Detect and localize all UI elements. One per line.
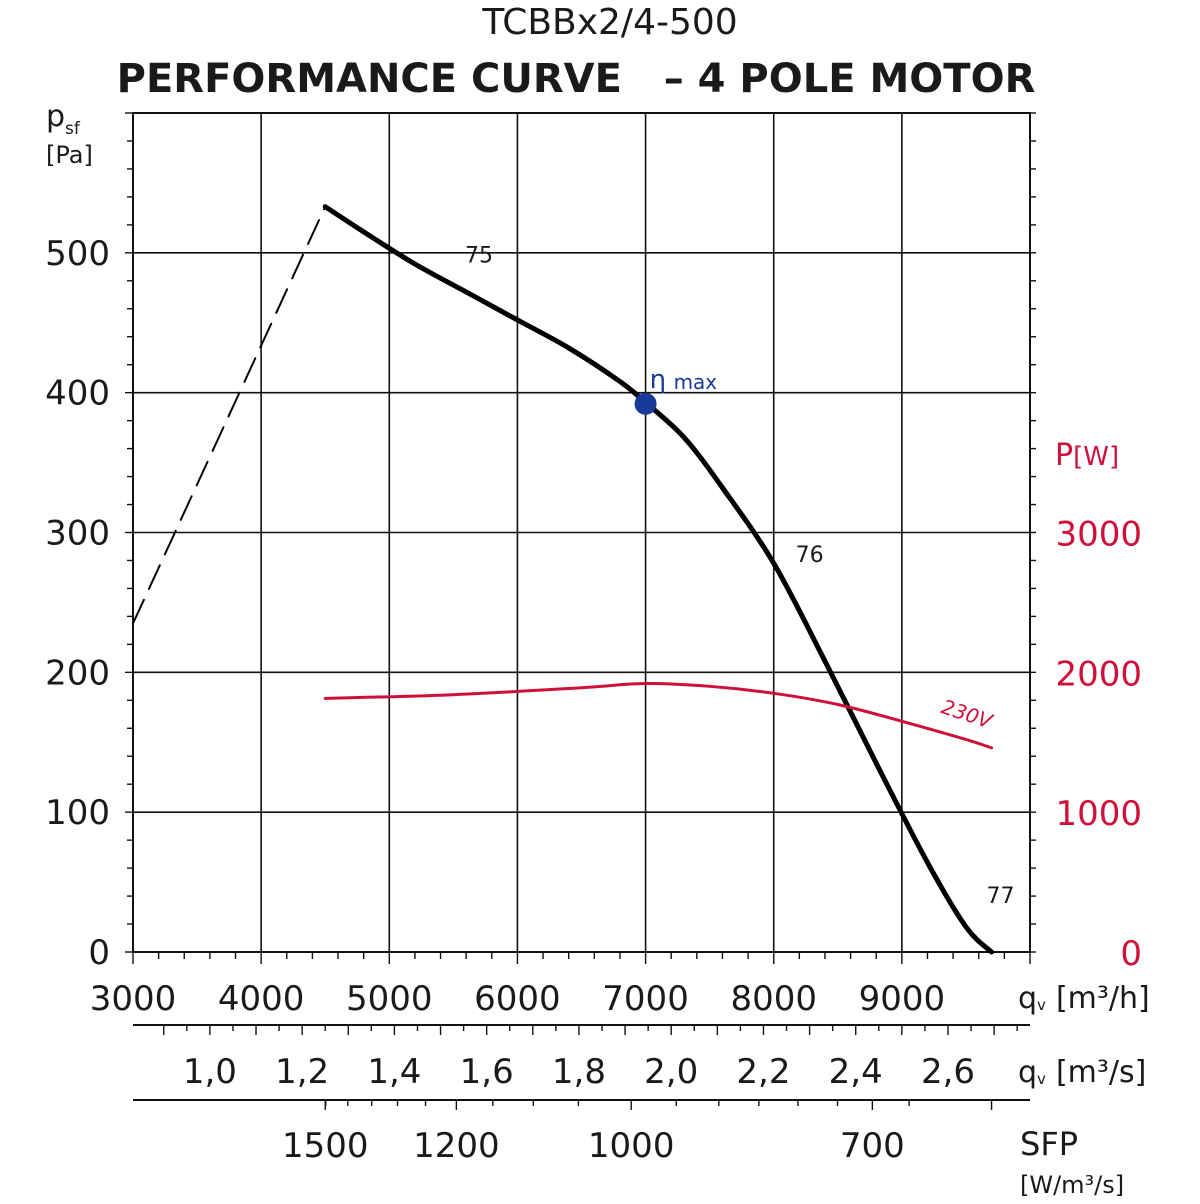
sfp-axis-unit: [W/m³/s] xyxy=(1020,1171,1124,1199)
efficiency-label: 75 xyxy=(465,244,493,269)
x-m3s-tick-label: 1,6 xyxy=(460,1052,514,1092)
x-m3s-tick-label: 1,0 xyxy=(183,1052,237,1092)
x-m3s-tick-label: 2,0 xyxy=(644,1052,698,1092)
x-m3h-axis-label: qv [m³/h] xyxy=(1018,981,1150,1016)
x-m3s-tick-label: 2,2 xyxy=(736,1052,790,1092)
y-left-tick-label: 200 xyxy=(45,653,110,693)
sfp-tick-label: 1200 xyxy=(413,1126,500,1166)
efficiency-label: 76 xyxy=(796,543,824,568)
y-left-tick-label: 0 xyxy=(88,933,110,973)
pressure-curve xyxy=(322,204,995,955)
text-layer: TCBBx2/4-500 PERFORMANCE CURVE – 4 POLE … xyxy=(45,2,1150,1199)
sfp-axis-label: SFP xyxy=(1020,1125,1078,1163)
sfp-tick-label: 1000 xyxy=(588,1126,675,1166)
x-m3h-tick-label: 9000 xyxy=(859,979,946,1019)
x-m3h-tick-label: 8000 xyxy=(730,979,817,1019)
chart-model-label: TCBBx2/4-500 xyxy=(481,2,737,43)
axes-layer xyxy=(125,112,1036,1110)
y-left-tick-label: 300 xyxy=(45,514,110,554)
eta-max-sub-label: max xyxy=(674,370,718,394)
y-right-tick-label: 1000 xyxy=(1055,794,1142,834)
chart-title: PERFORMANCE CURVE – 4 POLE MOTOR xyxy=(117,56,1036,102)
x-m3h-tick-label: 3000 xyxy=(90,979,177,1019)
x-m3s-tick-label: 1,4 xyxy=(367,1052,421,1092)
y-left-tick-label: 400 xyxy=(45,374,110,414)
sfp-tick-label: 700 xyxy=(840,1126,905,1166)
y-left-axis-label-sub: sf xyxy=(65,119,81,139)
x-m3h-tick-label: 5000 xyxy=(346,979,433,1019)
series-label-230v: 230V xyxy=(938,694,996,733)
y-left-axis-label: psf xyxy=(46,99,81,139)
y-right-tick-label: 2000 xyxy=(1055,654,1142,694)
x-m3h-tick-label: 7000 xyxy=(602,979,689,1019)
eta-max-label: η xyxy=(650,365,666,395)
x-m3s-tick-label: 2,4 xyxy=(829,1052,883,1092)
x-m3s-axis-label: qv [m³/s] xyxy=(1018,1055,1146,1090)
x-m3h-tick-label: 6000 xyxy=(474,979,561,1019)
grid-layer xyxy=(132,112,1031,953)
pressure-curve-dashed-segment xyxy=(132,205,327,625)
efficiency-label: 77 xyxy=(987,884,1015,909)
series-layer xyxy=(132,204,995,955)
y-left-axis-unit: [Pa] xyxy=(46,141,93,169)
x-m3h-axis-label-sub: v xyxy=(1037,996,1046,1014)
sfp-tick-label: 1500 xyxy=(282,1126,369,1166)
x-m3s-tick-label: 1,2 xyxy=(275,1052,329,1092)
y-right-tick-label: 3000 xyxy=(1055,515,1142,555)
y-left-tick-label: 500 xyxy=(45,234,110,274)
x-m3s-tick-label: 2,6 xyxy=(921,1052,975,1092)
x-m3s-axis-label-sub: v xyxy=(1037,1070,1046,1088)
y-left-tick-label: 100 xyxy=(45,793,110,833)
eta-max-point xyxy=(634,392,657,415)
power-curve-230v xyxy=(323,682,994,750)
x-m3s-tick-label: 1,8 xyxy=(552,1052,606,1092)
x-m3h-tick-label: 4000 xyxy=(218,979,305,1019)
y-right-axis-label: P[W] xyxy=(1055,438,1119,473)
y-right-tick-label: 0 xyxy=(1120,934,1142,974)
